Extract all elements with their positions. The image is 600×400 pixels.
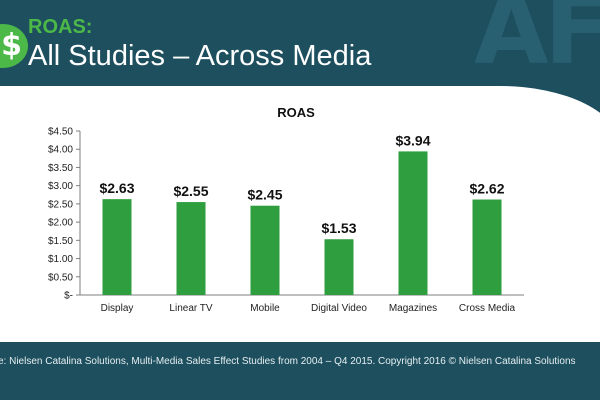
data-label: $1.53 [321, 220, 356, 236]
y-tick-label: $4.50 [48, 127, 73, 138]
data-label: $2.45 [247, 187, 282, 203]
y-tick-label: $- [64, 291, 73, 302]
y-axis-ticks: $- $0.50 $1.00 $1.50 $2.00 $2.50 $3.00 $3.50 $4.… [48, 127, 80, 302]
x-tick-label: Magazines [389, 303, 437, 314]
dollar-icon: $ [0, 24, 28, 68]
y-tick-label: $0.50 [48, 272, 73, 283]
bar-mobile [250, 205, 280, 295]
bar-linear-tv [176, 202, 206, 295]
x-tick-label: Linear TV [169, 303, 213, 314]
page-title: All Studies – Across Media [28, 40, 372, 72]
data-label: $2.62 [469, 181, 504, 197]
background-watermark-letters: AF [474, 0, 600, 86]
data-label: $2.63 [99, 180, 134, 196]
bar-display [102, 199, 132, 295]
chart-title: ROAS [277, 105, 315, 120]
x-tick-label: Cross Media [459, 303, 516, 314]
bar-digital-video [324, 239, 354, 295]
chart-panel: ROAS $- $0.50 $1.00 $1.50 $2.00 $2.50 $3.00 $3.… [0, 86, 600, 342]
bar-cross-media [472, 199, 502, 295]
y-tick-label: $4.00 [48, 145, 73, 156]
slide-kicker: ROAS: [28, 16, 93, 38]
y-tick-label: $2.50 [48, 199, 73, 210]
y-tick-label: $3.00 [48, 181, 73, 192]
x-tick-label: Digital Video [311, 303, 367, 314]
y-tick-label: $2.00 [48, 218, 73, 229]
bars: $2.63 Display $2.55 Linear TV $2.45 Mobile $1.… [99, 132, 515, 314]
bar-magazines [398, 151, 428, 295]
y-tick-label: $1.50 [48, 236, 73, 247]
y-tick-label: $3.50 [48, 163, 73, 174]
roas-bar-chart: ROAS $- $0.50 $1.00 $1.50 $2.00 $2.50 $3.00 $3.… [48, 105, 524, 314]
data-label: $2.55 [173, 183, 208, 199]
x-tick-label: Mobile [250, 303, 280, 314]
data-label: $3.94 [395, 132, 430, 148]
x-tick-label: Display [101, 303, 134, 314]
y-tick-label: $1.00 [48, 254, 73, 265]
source-footnote: e: Nielsen Catalina Solutions, Multi-Med… [0, 356, 576, 367]
